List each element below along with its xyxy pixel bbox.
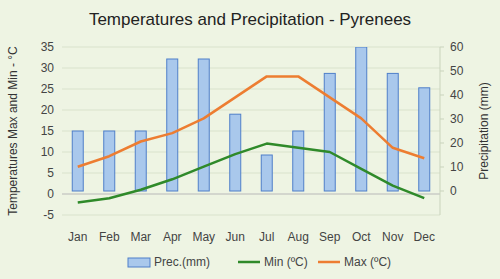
chart: Temperatures and Precipitation - Pyrenee… bbox=[0, 0, 500, 279]
x-tick-label: Oct bbox=[352, 230, 371, 244]
y2-tick bbox=[440, 95, 444, 96]
y-tick-label: 20 bbox=[41, 103, 55, 117]
y2-tick bbox=[440, 143, 444, 144]
y-tick-label: 0 bbox=[47, 187, 54, 201]
bar bbox=[387, 73, 398, 191]
y2-tick bbox=[440, 119, 444, 120]
title: Temperatures and Precipitation - Pyrenee… bbox=[89, 10, 411, 29]
grid-line bbox=[62, 194, 440, 195]
y-axis-title: Temperatures Max and Min - °C bbox=[6, 46, 20, 216]
bar bbox=[198, 59, 209, 191]
bar bbox=[293, 131, 304, 191]
y2-tick-label: 60 bbox=[450, 40, 464, 54]
legend-label: Prec.(mm) bbox=[154, 255, 210, 269]
x-tick-label: Sep bbox=[319, 230, 341, 244]
legend-label: Min (ºC) bbox=[264, 255, 308, 269]
y2-tick bbox=[440, 47, 444, 48]
bar bbox=[167, 59, 178, 191]
y2-tick-label: 40 bbox=[450, 88, 464, 102]
y2-tick-label: 50 bbox=[450, 64, 464, 78]
x-tick-label: Nov bbox=[382, 230, 403, 244]
bar bbox=[419, 88, 430, 191]
grid-line bbox=[62, 89, 440, 90]
legend-label: Max (ºC) bbox=[344, 255, 391, 269]
y2-tick-label: 20 bbox=[450, 136, 464, 150]
grid-line bbox=[62, 215, 440, 216]
y2-tick bbox=[440, 191, 444, 192]
legend-swatch bbox=[128, 258, 150, 267]
background bbox=[0, 0, 500, 279]
grid-line bbox=[62, 131, 440, 132]
x-tick-label: May bbox=[192, 230, 215, 244]
x-tick-label: Jul bbox=[259, 230, 274, 244]
bar bbox=[72, 131, 83, 191]
line bbox=[78, 76, 425, 166]
legend-swatch bbox=[318, 261, 340, 264]
x-tick-label: Jan bbox=[68, 230, 87, 244]
x-tick-label: Aug bbox=[288, 230, 309, 244]
y-tick-label: 25 bbox=[41, 82, 55, 96]
y2-tick-label: 0 bbox=[450, 184, 457, 198]
y-tick-label: 30 bbox=[41, 61, 55, 75]
grid-line bbox=[62, 47, 440, 48]
y-tick-label: 5 bbox=[47, 166, 54, 180]
x-tick-label: Jun bbox=[226, 230, 245, 244]
x-tick-label: Dec bbox=[414, 230, 435, 244]
y-tick-label: 10 bbox=[41, 145, 55, 159]
y2-axis-title: Precipitation (mm) bbox=[477, 82, 491, 179]
y2-tick bbox=[440, 71, 444, 72]
plot-area bbox=[72, 47, 430, 202]
y-tick-label: 15 bbox=[41, 124, 55, 138]
line bbox=[78, 144, 425, 203]
x-tick-label: Mar bbox=[130, 230, 151, 244]
grid-line bbox=[62, 68, 440, 69]
y2-tick-label: 10 bbox=[450, 160, 464, 174]
legend-swatch bbox=[238, 261, 260, 264]
bar bbox=[261, 155, 272, 191]
y-tick-label: -5 bbox=[43, 208, 54, 222]
y2-axis-line bbox=[440, 47, 441, 215]
x-tick-label: Feb bbox=[99, 230, 120, 244]
bar bbox=[324, 73, 335, 191]
y-tick-label: 35 bbox=[41, 40, 55, 54]
y2-tick-label: 30 bbox=[450, 112, 464, 126]
grid-line bbox=[62, 173, 440, 174]
grid-line bbox=[62, 110, 440, 111]
x-tick-label: Apr bbox=[163, 230, 182, 244]
y2-tick bbox=[440, 167, 444, 168]
bar bbox=[104, 131, 115, 191]
